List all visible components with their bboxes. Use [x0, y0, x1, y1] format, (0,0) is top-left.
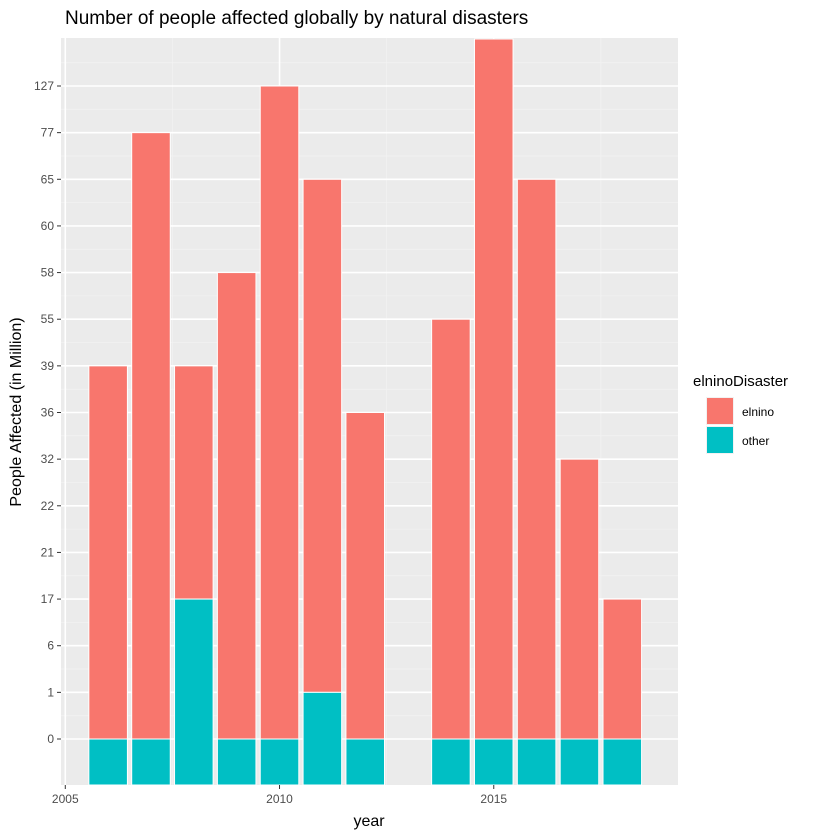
y-tick-label: 55: [41, 312, 55, 326]
y-tick-label: 22: [41, 499, 55, 513]
bar-other-2017: [559, 738, 600, 786]
bar-other-2015: [473, 738, 514, 786]
legend-title: elninoDisaster: [693, 373, 788, 390]
legend-swatch-other: [707, 427, 733, 453]
bar-elnino-2015: [473, 38, 514, 740]
bar-other-2012: [345, 738, 385, 786]
y-tick-label: 32: [41, 452, 55, 466]
bars: [88, 38, 643, 786]
bar-elnino-2006: [88, 365, 128, 740]
bar-other-2010: [259, 738, 300, 786]
x-tick-label: 2010: [266, 792, 293, 806]
y-tick-label: 17: [41, 592, 55, 606]
legend-label-other: other: [742, 434, 769, 448]
bar-elnino-2008: [174, 365, 214, 600]
y-axis-title: People Affected (in Million): [8, 317, 25, 506]
bar-elnino-2014: [431, 318, 471, 740]
bar-elnino-2012: [345, 412, 385, 740]
bar-elnino-2018: [602, 598, 643, 740]
y-tick-label: 127: [34, 79, 54, 93]
x-tick-label: 2005: [52, 792, 79, 806]
bar-other-2008: [174, 598, 214, 786]
chart-title: Number of people affected globally by na…: [65, 8, 528, 29]
y-tick-label: 60: [41, 219, 55, 233]
bar-other-2011: [302, 691, 343, 786]
bar-other-2018: [602, 738, 643, 786]
legend-label-elnino: elnino: [742, 405, 774, 419]
y-tick-label: 36: [41, 406, 55, 420]
y-tick-label: 65: [41, 172, 55, 186]
legend-swatch-elnino: [707, 398, 733, 424]
bar-elnino-2016: [516, 178, 557, 740]
y-tick-label: 58: [41, 266, 55, 280]
y-tick-label: 0: [47, 732, 54, 746]
bar-elnino-2007: [131, 132, 171, 740]
bar-other-2014: [431, 738, 471, 786]
y-axis: 0 1 6 17 21 22 32 36 39 55 58 60 65 77 127: [34, 79, 61, 746]
bar-elnino-2010: [259, 85, 300, 740]
legend: elninoDisaster elnino other: [693, 373, 788, 454]
bar-elnino-2011: [302, 178, 343, 693]
x-axis: 2005 2010 2015: [52, 785, 507, 806]
bar-other-2009: [216, 738, 257, 786]
y-tick-label: 1: [47, 685, 54, 699]
bar-elnino-2017: [559, 458, 600, 740]
y-tick-label: 39: [41, 359, 55, 373]
x-tick-label: 2015: [480, 792, 507, 806]
y-tick-label: 77: [41, 126, 55, 140]
bar-other-2007: [131, 738, 171, 786]
y-tick-label: 21: [41, 545, 55, 559]
bar-other-2006: [88, 738, 128, 786]
x-axis-title: year: [353, 813, 385, 830]
bar-other-2016: [516, 738, 557, 786]
bar-elnino-2009: [216, 272, 257, 740]
y-tick-label: 6: [47, 639, 54, 653]
